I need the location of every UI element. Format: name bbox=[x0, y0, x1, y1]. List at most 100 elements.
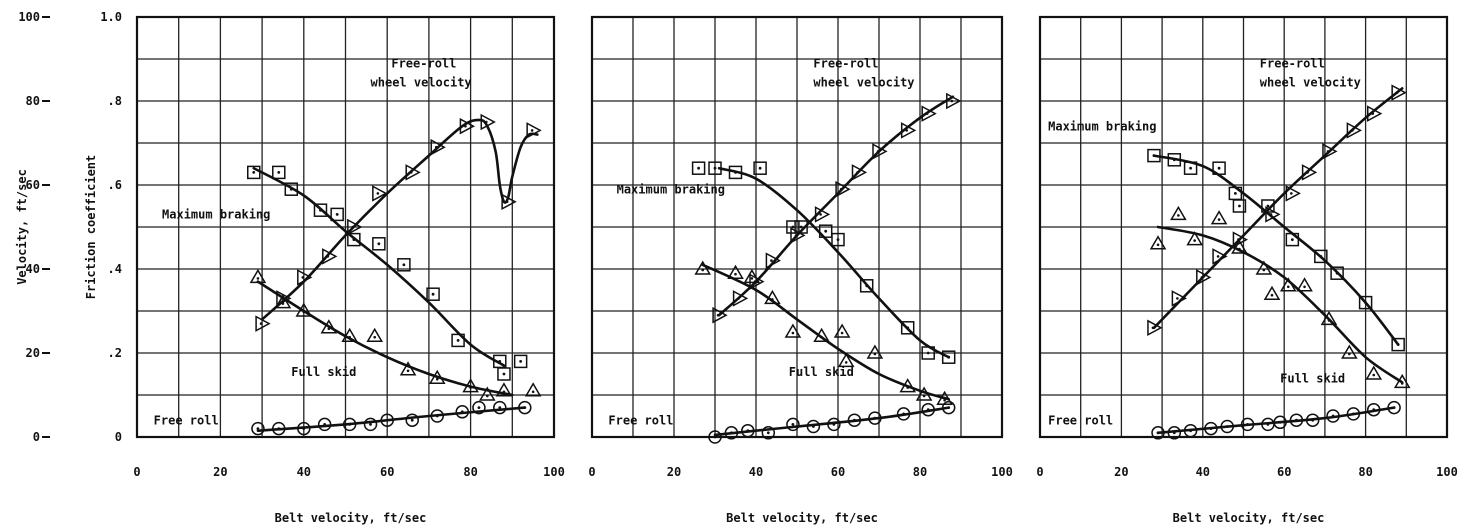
y-velocity-tick-label: 0 bbox=[33, 430, 40, 444]
data-point-full-skid bbox=[399, 361, 417, 376]
data-point-free-roll bbox=[342, 417, 357, 432]
data-point-free-roll bbox=[251, 421, 265, 436]
data-point-maximum-braking bbox=[247, 165, 261, 180]
y-friction-axis-label: Friction coefficient bbox=[84, 155, 98, 300]
data-point-free-roll bbox=[472, 400, 486, 415]
data-point-free-roll-wheel-velocity bbox=[1171, 290, 1187, 307]
data-point-full-skid bbox=[428, 369, 446, 384]
data-point-free-roll bbox=[761, 426, 776, 440]
data-point-full-skid bbox=[462, 378, 479, 393]
data-point-free-roll-wheel-velocity bbox=[1322, 143, 1338, 160]
data-point-free-roll-wheel-velocity bbox=[526, 122, 542, 139]
data-point-full-skid bbox=[1341, 344, 1358, 359]
full-skid-curve bbox=[701, 263, 950, 401]
data-point-free-roll bbox=[1305, 413, 1320, 427]
data-point-free-roll-wheel-velocity bbox=[1366, 105, 1383, 122]
annotation-maximum-braking: Maximum braking bbox=[162, 208, 270, 222]
y-velocity-tick-label: 20 bbox=[26, 346, 40, 360]
data-point-full-skid bbox=[866, 344, 884, 359]
data-point-full-skid bbox=[1255, 260, 1273, 275]
data-point-free-roll-wheel-velocity bbox=[501, 193, 517, 211]
data-point-full-skid bbox=[1231, 239, 1248, 254]
grid-panel-2 bbox=[592, 17, 1002, 437]
x-tick-label: 20 bbox=[213, 465, 227, 479]
annotation-free-roll: Free roll bbox=[154, 413, 219, 427]
data-point-maximum-braking bbox=[426, 287, 440, 301]
data-point-free-roll-wheel-velocity bbox=[732, 290, 749, 307]
data-point-free-roll bbox=[708, 430, 722, 444]
maximum-braking-curve bbox=[252, 166, 506, 367]
series-maximum-braking bbox=[1147, 148, 1405, 352]
data-point-free-roll bbox=[1151, 426, 1165, 440]
data-point-free-roll bbox=[724, 426, 739, 440]
data-point-free-roll-wheel-velocity bbox=[1285, 185, 1301, 202]
data-point-free-roll-wheel-velocity bbox=[814, 206, 831, 223]
series-free-roll bbox=[251, 400, 532, 436]
data-point-free-roll bbox=[1387, 400, 1401, 415]
data-point-free-roll-wheel-velocity bbox=[1265, 206, 1281, 223]
data-point-free-roll bbox=[806, 419, 821, 434]
data-point-full-skid bbox=[249, 268, 267, 284]
data-point-full-skid bbox=[1186, 231, 1203, 246]
grid-panel-1 bbox=[137, 17, 554, 437]
data-point-maximum-braking bbox=[330, 207, 344, 222]
data-point-full-skid bbox=[1210, 210, 1228, 225]
free-roll-curve bbox=[713, 406, 950, 437]
data-point-free-roll-wheel-velocity bbox=[790, 227, 806, 244]
data-point-maximum-braking bbox=[859, 279, 874, 293]
data-point-free-roll bbox=[430, 409, 444, 423]
data-point-maximum-braking bbox=[1358, 295, 1373, 310]
data-point-free-roll bbox=[405, 413, 419, 427]
data-point-maximum-braking bbox=[1391, 337, 1405, 352]
maximum-braking-curve bbox=[717, 166, 950, 359]
series-full-skid bbox=[249, 268, 542, 401]
y-velocity-tick-label: 60 bbox=[26, 178, 40, 192]
data-point-free-roll-wheel-velocity bbox=[1196, 269, 1212, 286]
data-point-maximum-braking bbox=[1330, 266, 1344, 280]
data-point-maximum-braking bbox=[272, 165, 286, 180]
data-point-free-roll bbox=[363, 417, 378, 432]
chart-panel-3: 0 20 40 60 80 100 Belt velocity, ft/sec Free-ro… bbox=[1036, 15, 1458, 525]
chart-panel-2: 0 20 40 60 80 100 Belt velocity, ft/sec Free-ro… bbox=[588, 15, 1013, 525]
x-tick-label: 20 bbox=[667, 465, 681, 479]
annotation-maximum-braking: Maximum braking bbox=[617, 182, 725, 196]
annotation-full-skid: Full skid bbox=[291, 365, 356, 379]
data-point-maximum-braking bbox=[1212, 161, 1226, 175]
data-point-free-roll-wheel-velocity bbox=[1212, 248, 1228, 265]
data-point-free-roll-wheel-velocity bbox=[1147, 319, 1163, 337]
x-tick-label: 60 bbox=[831, 465, 845, 479]
x-tick-label: 100 bbox=[991, 465, 1013, 479]
x-tick-label: 40 bbox=[749, 465, 763, 479]
annotation-free-roll: Free-roll bbox=[813, 56, 878, 70]
x-axis-label: Belt velocity, ft/sec bbox=[1173, 511, 1325, 525]
series-free-roll-wheel-velocity bbox=[712, 92, 962, 324]
data-point-maximum-braking bbox=[831, 232, 845, 247]
grid-panel-3 bbox=[1040, 17, 1447, 437]
x-axis-label: Belt velocity, ft/sec bbox=[275, 511, 427, 525]
series-free-roll-wheel-velocity bbox=[1147, 84, 1407, 337]
data-point-free-roll-wheel-velocity bbox=[1346, 122, 1362, 139]
annotation-free-roll: Free roll bbox=[608, 413, 673, 427]
plot-frame bbox=[1038, 15, 1449, 439]
data-point-free-roll-wheel-velocity bbox=[712, 306, 728, 324]
data-point-free-roll bbox=[272, 421, 286, 436]
data-point-maximum-braking bbox=[921, 346, 935, 360]
y-friction-tick-label: 0 bbox=[115, 430, 122, 444]
data-point-free-roll-wheel-velocity bbox=[322, 248, 338, 265]
data-point-full-skid bbox=[1170, 205, 1187, 221]
data-point-free-roll bbox=[941, 400, 956, 415]
data-point-free-roll-wheel-velocity bbox=[297, 269, 313, 286]
annotation-free-roll: Free-roll bbox=[391, 56, 456, 70]
data-point-free-roll-wheel-velocity bbox=[405, 164, 421, 181]
data-point-free-roll bbox=[741, 423, 755, 438]
annotation-wheel-velocity: wheel velocity bbox=[371, 75, 472, 89]
data-point-full-skid bbox=[366, 327, 383, 342]
data-point-full-skid bbox=[1263, 285, 1281, 300]
data-point-full-skid bbox=[274, 294, 292, 309]
data-point-maximum-braking bbox=[397, 258, 411, 272]
x-tick-label: 80 bbox=[463, 465, 477, 479]
x-tick-label: 100 bbox=[1436, 465, 1458, 479]
series-free-roll bbox=[1151, 400, 1401, 440]
data-point-full-skid bbox=[1296, 277, 1313, 292]
